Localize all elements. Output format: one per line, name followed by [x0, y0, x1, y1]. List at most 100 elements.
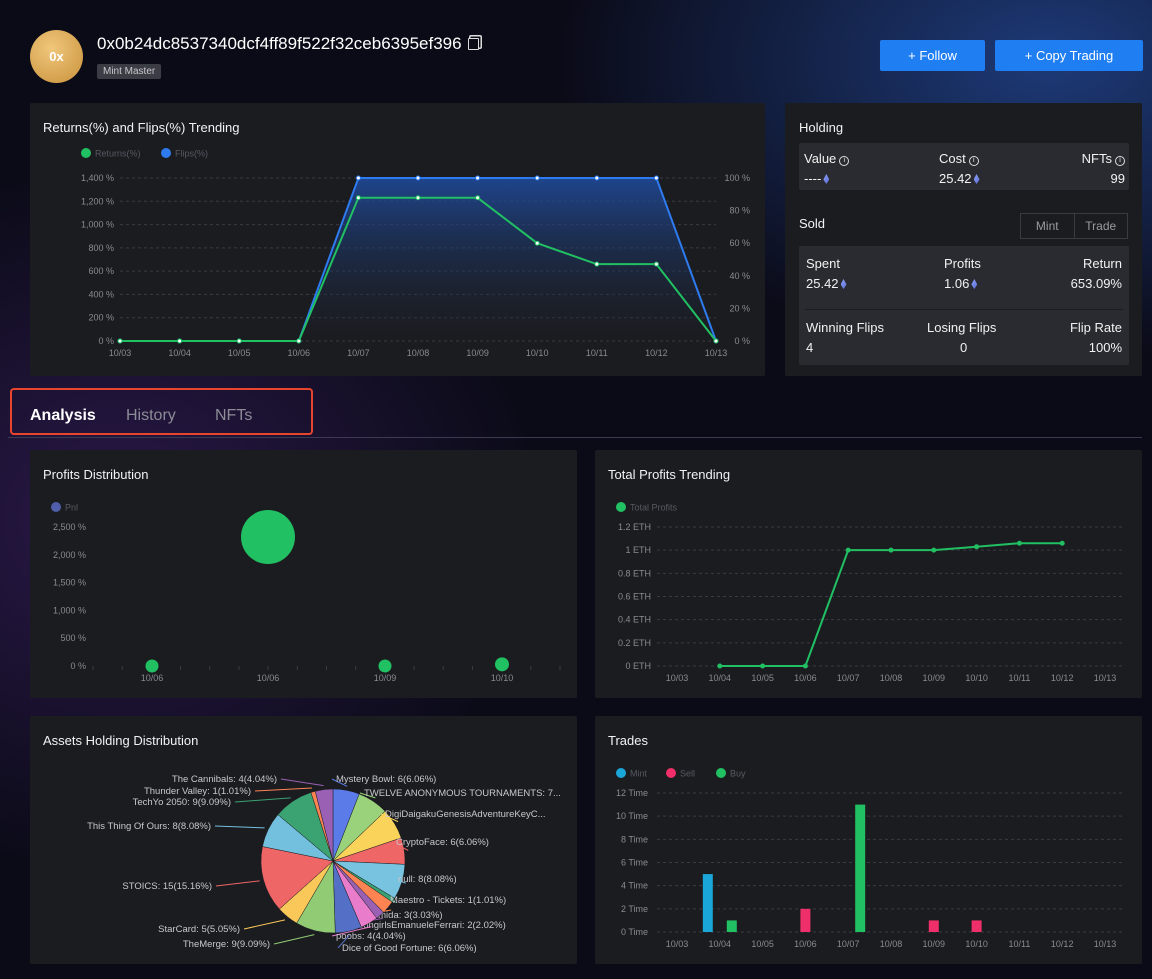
y-left-tick-label: 1,000 %: [81, 220, 114, 230]
pnl-bubble: [145, 659, 159, 673]
pie-label-line: [331, 926, 372, 937]
total-profits-line: [719, 542, 1063, 667]
total-profits-legend-label: Total Profits: [630, 503, 678, 513]
returns-legend-label: Returns(%): [95, 149, 141, 159]
x-tick-label: 10/12: [1051, 673, 1074, 683]
spent-label: Spent: [806, 256, 840, 271]
y-right-tick-label: 80 %: [729, 206, 750, 216]
x-tick-label: 10/09: [374, 673, 397, 683]
flip-rate-value: 100%: [1088, 340, 1122, 355]
toggle-trade[interactable]: Trade: [1073, 214, 1128, 238]
x-tick-label: 10/10: [526, 348, 549, 358]
flips-point: [534, 175, 540, 181]
y-left-tick-label: 400 %: [88, 289, 114, 299]
pie-slice-label: DigiDaigakuGenesisAdventureKeyC...: [385, 809, 546, 820]
pie-slice-label: StarCard: 5(5.05%): [158, 924, 240, 935]
profits-amount: 1.06: [944, 276, 978, 291]
returns-point: [594, 261, 600, 267]
total-profits-point: [1059, 540, 1065, 546]
y-left-tick-label: 0 %: [98, 336, 114, 346]
tab-nfts[interactable]: NFTs: [215, 407, 253, 424]
sold-toggle: Mint Trade: [1020, 213, 1128, 239]
y-tick-label: 0.6 ETH: [618, 592, 651, 602]
eth-icon: [973, 174, 980, 184]
y-left-tick-label: 1,200 %: [81, 196, 114, 206]
profits-distribution-panel: Profits Distribution Pnl 0 % 500 % 1,000 % 1…: [30, 450, 577, 698]
total-profits-point: [717, 663, 723, 669]
y-tick-label: 0.8 ETH: [618, 568, 651, 578]
copy-trading-button[interactable]: + Copy Trading: [995, 40, 1143, 71]
follow-button[interactable]: + Follow: [880, 40, 985, 71]
copy-icon[interactable]: [467, 38, 479, 50]
pnl-bubble: [495, 657, 509, 672]
eth-icon: [971, 279, 978, 289]
returns-legend-marker: [161, 148, 171, 158]
return-amount: 653.09%: [1070, 276, 1122, 291]
info-icon[interactable]: i: [968, 156, 979, 166]
x-tick-label: 10/08: [880, 939, 903, 949]
x-tick-label: 10/07: [837, 939, 860, 949]
x-tick-label: 10/13: [1094, 673, 1117, 683]
title-badge: Mint Master: [97, 64, 162, 79]
pnl-bubble: [241, 510, 295, 564]
x-tick-label: 10/05: [751, 673, 774, 683]
y-tick-label: 0 Time: [621, 927, 648, 937]
x-tick-label: 10/11: [1008, 939, 1030, 949]
eth-icon: [823, 174, 830, 184]
returns-point: [653, 261, 659, 267]
tab-history[interactable]: History: [126, 407, 176, 424]
x-tick-label: 10/09: [923, 939, 946, 949]
profits-amount-text: 1.06: [944, 276, 970, 291]
y-tick-label: 1.2 ETH: [618, 522, 651, 532]
total-profits-chart: Total Profits 0 ETH 0.2 ETH 0.4 ETH 0.6 ETH 0…: [616, 502, 1125, 683]
avatar: 0x: [30, 30, 83, 83]
trades-legend-label: Sell: [680, 769, 695, 779]
toggle-mint[interactable]: Mint: [1035, 219, 1059, 233]
y-tick-label: 2 Time: [621, 904, 648, 914]
x-tick-label: 10/11: [1008, 673, 1030, 683]
x-tick-label: 10/03: [666, 673, 689, 683]
sold-divider: [805, 309, 1123, 310]
flips-point: [415, 175, 421, 181]
y-left-tick-label: 200 %: [88, 313, 114, 323]
holding-stats-box: [799, 143, 1129, 190]
y-tick-label: 2,500 %: [53, 522, 86, 532]
pie-slice-label: STOICS: 15(15.16%): [122, 881, 212, 892]
trades-bar-sell: [928, 920, 939, 932]
sold-stats-box: [799, 246, 1129, 365]
trades-legend-label: Mint: [630, 769, 648, 779]
returns-point: [355, 195, 361, 201]
y-tick-label: 2,000 %: [53, 550, 86, 560]
pnl-legend-label: Pnl: [65, 503, 78, 513]
pie-slice-label: TheMerge: 9(9.09%): [183, 939, 270, 950]
y-right-tick-label: 20 %: [729, 303, 750, 313]
returns-point: [236, 338, 242, 344]
nfts-label: NFTs i: [1082, 151, 1125, 166]
tab-divider: [8, 437, 1142, 438]
flip-rate-label: Flip Rate: [1069, 320, 1122, 335]
y-tick-label: 10 Time: [616, 811, 648, 821]
x-tick-label: 10/06: [794, 673, 817, 683]
spent-amount-text: 25.42: [806, 276, 839, 291]
trades-legend-marker: [616, 768, 626, 778]
info-icon[interactable]: i: [839, 156, 850, 166]
tab-analysis[interactable]: Analysis: [30, 407, 96, 424]
returns-point: [415, 195, 421, 201]
pie-label-line: [337, 934, 350, 949]
returns-legend-label: Flips(%): [175, 149, 208, 159]
winning-flips-value: 4: [806, 340, 814, 355]
pie-slice-label: Thunder Valley: 1(1.01%): [144, 786, 251, 797]
pie-label-line: [273, 934, 315, 945]
x-tick-label: 10/08: [407, 348, 430, 358]
y-right-tick-label: 100 %: [724, 173, 750, 183]
y-tick-label: 0.4 ETH: [618, 615, 651, 625]
pie-slice-label: MoongirlsEmanueleFerrari: 2(2.02%): [350, 920, 506, 931]
info-icon[interactable]: i: [1115, 156, 1125, 166]
x-tick-label: 10/04: [709, 673, 732, 683]
total-profits-point: [760, 663, 766, 669]
spent-amount: 25.42: [806, 276, 847, 291]
pie-label-line: [254, 787, 313, 792]
x-tick-label: 10/06: [794, 939, 817, 949]
profits-label: Profits: [944, 256, 981, 271]
x-tick-label: 10/04: [168, 348, 191, 358]
